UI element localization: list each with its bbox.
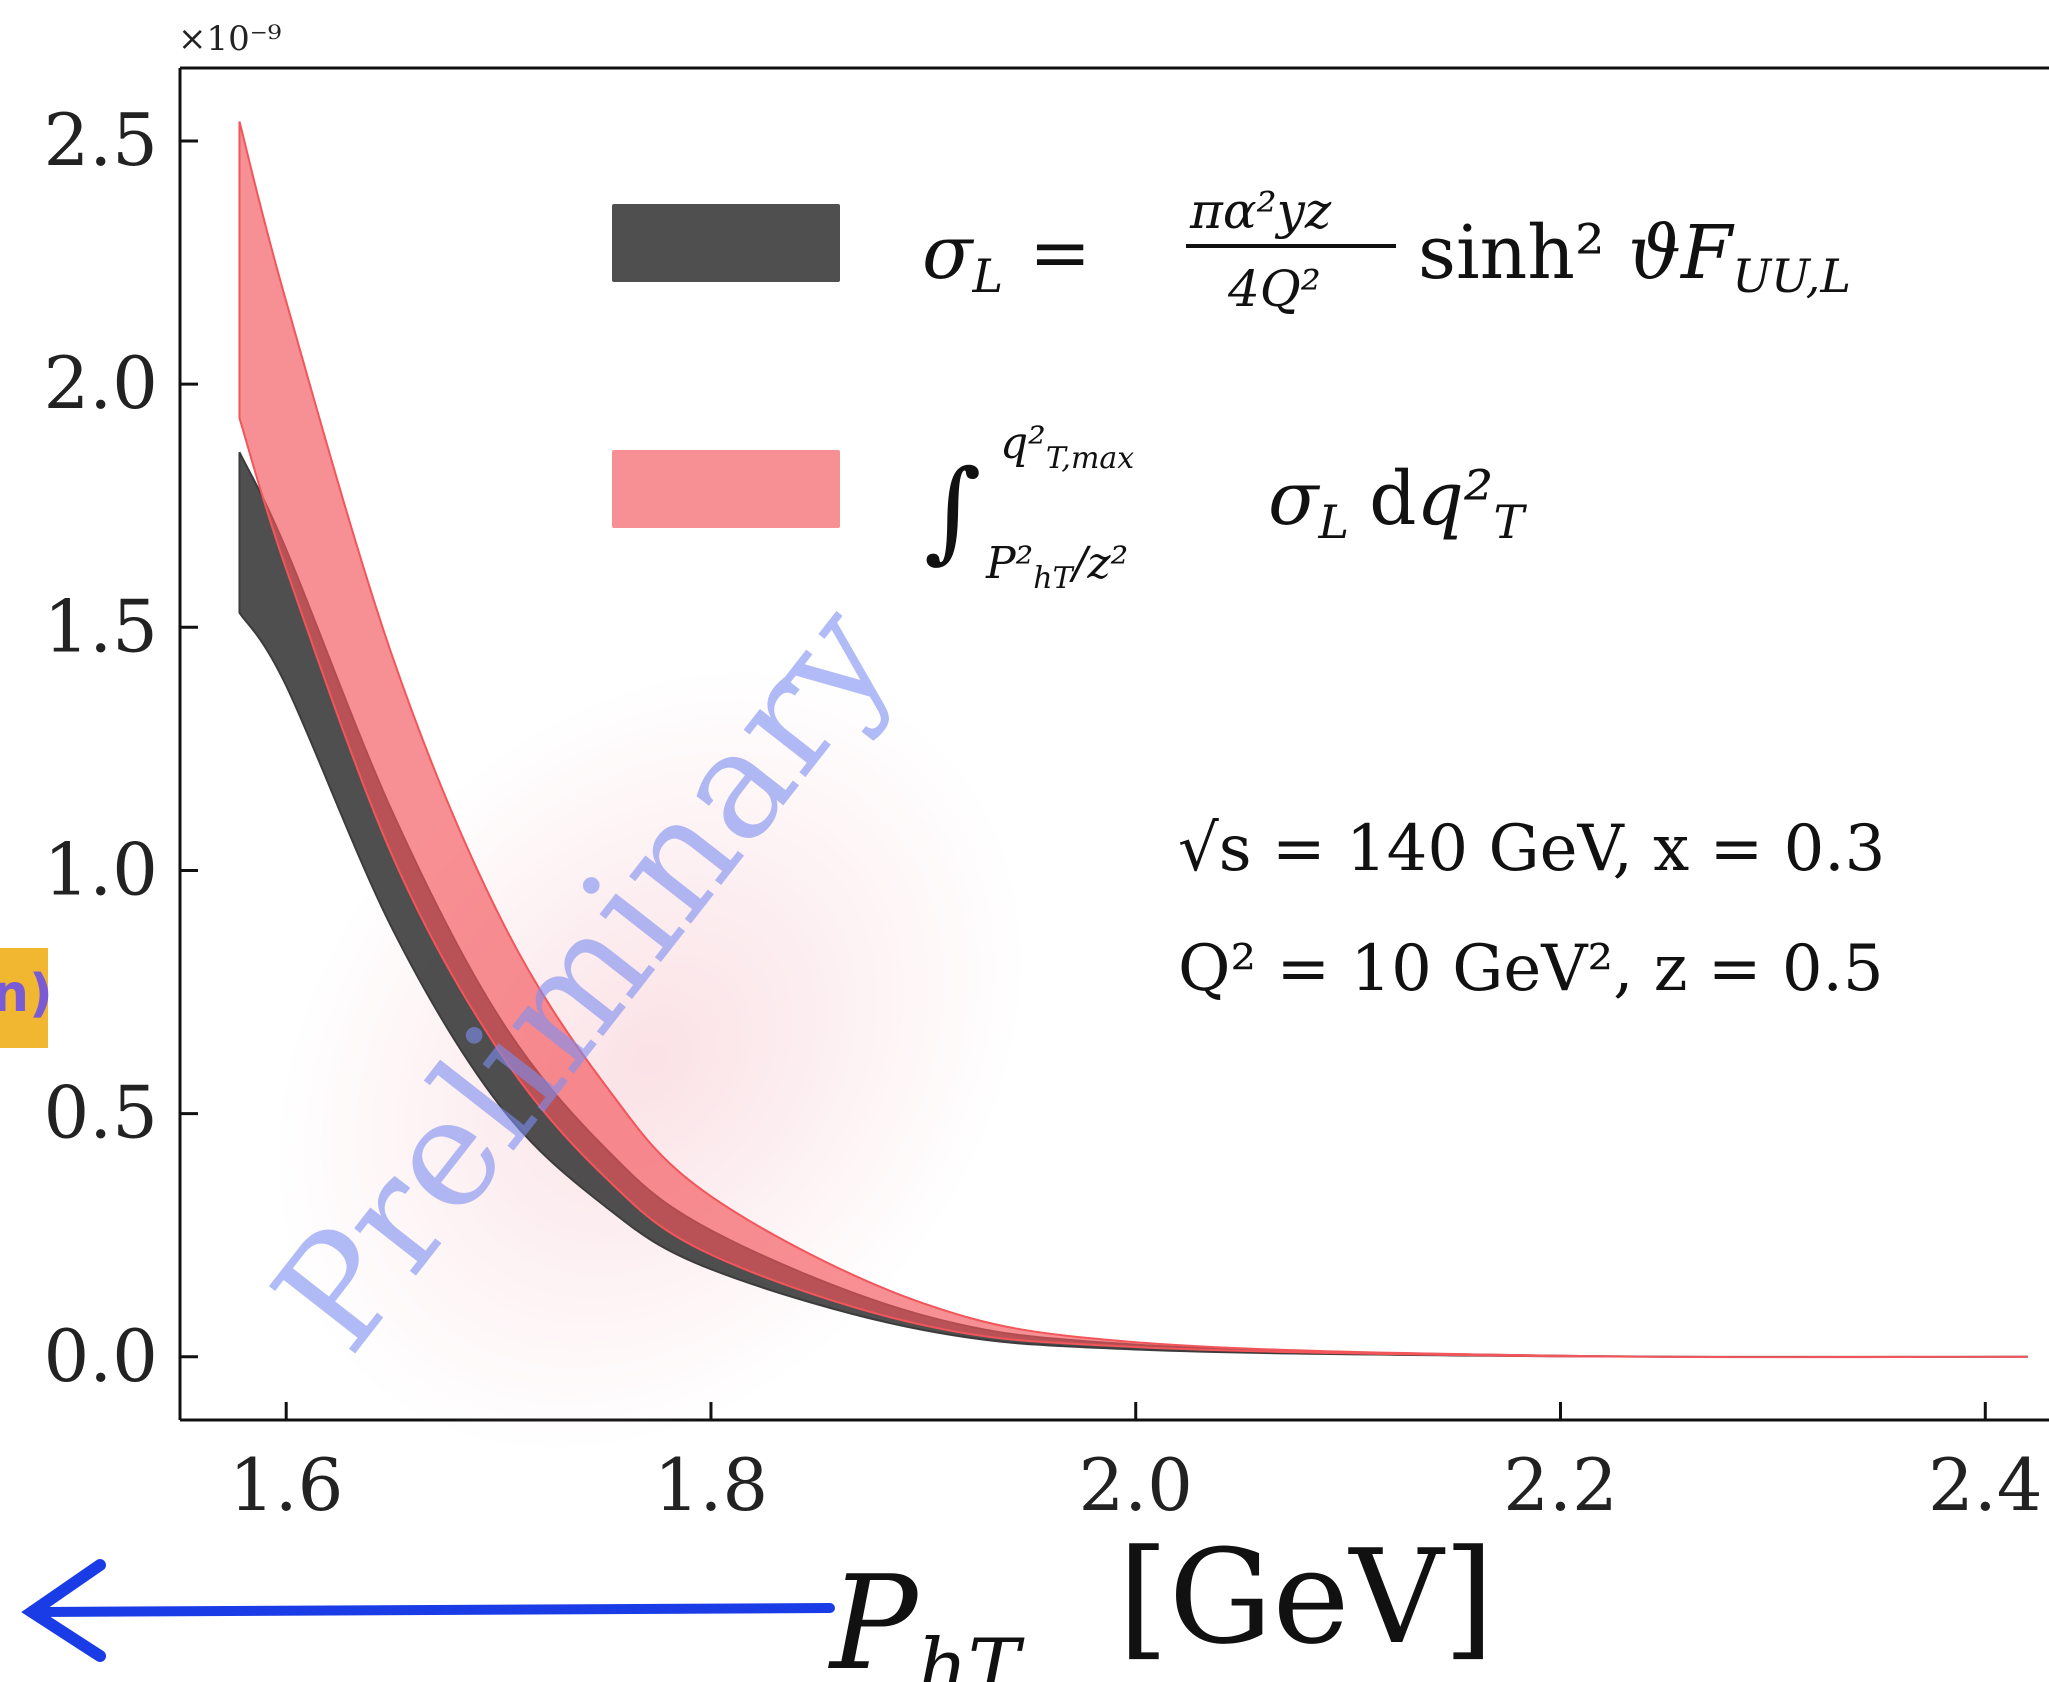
legend: σL = πα²yz 4Q² sinh² ϑFUU,L ∫ q²T,max P²h… (612, 182, 1851, 596)
y-tick-label: 0.0 (43, 1314, 158, 1398)
legend-swatch-sigma-l (612, 204, 840, 282)
y-tick-label: 2.0 (43, 341, 158, 425)
svg-text:P²hT/z²: P²hT/z² (985, 538, 1128, 596)
x-tick-label: 1.6 (229, 1443, 344, 1527)
x-tick-label: 2.0 (1078, 1443, 1193, 1527)
x-axis-label: PhT [GeV] (828, 1521, 1494, 1682)
side-tag-label: n) (0, 964, 53, 1024)
x-tick-label: 1.8 (654, 1443, 769, 1527)
watermark-glow (275, 668, 1025, 1452)
svg-text:4Q²: 4Q² (1227, 260, 1321, 318)
svg-text:q²T,max: q²T,max (1000, 418, 1134, 476)
legend-fraction: πα²yz 4Q² (1186, 182, 1396, 318)
svg-text:∫: ∫ (924, 446, 981, 574)
svg-text:πα²yz: πα²yz (1189, 182, 1332, 240)
svg-text:sinh² ϑFUU,L: sinh² ϑFUU,L (1418, 210, 1851, 303)
svg-text:PhT: PhT (828, 1547, 1025, 1682)
y-tick-label: 0.5 (43, 1071, 158, 1155)
y-axis-ticks: 0.0 0.5 1.0 1.5 2.0 2.5 (43, 98, 198, 1398)
y-tick-label: 2.5 (43, 98, 158, 182)
band-integral (238, 121, 2028, 1359)
annotation-energy: √s = 140 GeV, x = 0.3 (1178, 812, 1885, 886)
y-multiplier-label: ×10⁻⁹ (178, 19, 281, 59)
svg-text:[GeV]: [GeV] (1118, 1521, 1494, 1673)
y-tick-label: 1.0 (43, 827, 158, 911)
side-tag: n) (0, 948, 53, 1048)
legend-swatch-integral (612, 450, 840, 528)
data-bands (238, 121, 2028, 1359)
x-tick-label: 2.2 (1503, 1443, 1618, 1527)
legend-label-sigma-l: σL = (922, 210, 1091, 303)
annotation-q2: Q² = 10 GeV², z = 0.5 (1178, 932, 1884, 1006)
x-tick-label: 2.4 (1928, 1443, 2043, 1527)
legend-label-integral: ∫ q²T,max P²hT/z² σL dq²T (924, 418, 1527, 596)
y-tick-label: 1.5 (43, 584, 158, 668)
left-arrow-icon (21, 1559, 835, 1662)
x-axis-ticks: 1.6 1.8 2.0 2.2 2.4 (229, 1402, 2043, 1527)
